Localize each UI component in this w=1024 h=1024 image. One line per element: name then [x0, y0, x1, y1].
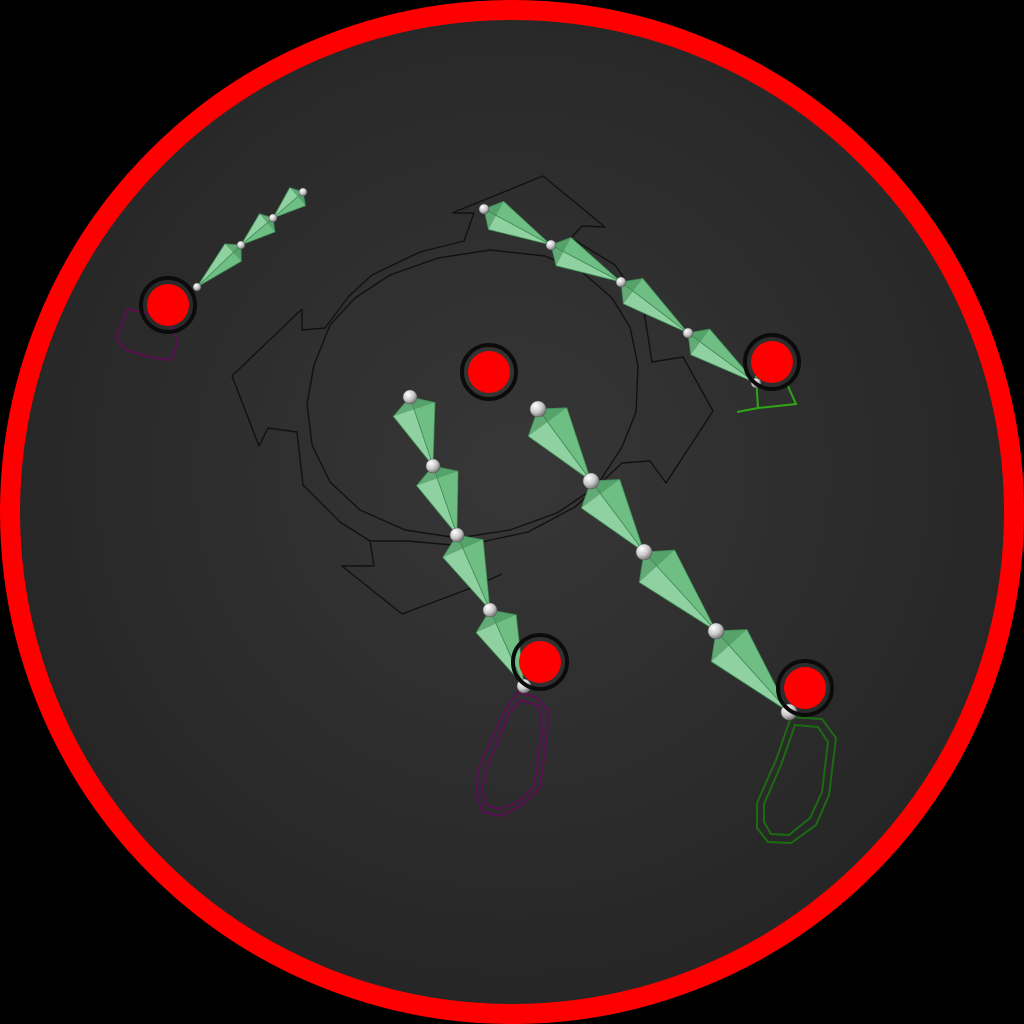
- top-arm-joint-2-sphere-icon[interactable]: [545, 239, 557, 251]
- red-dot-icon[interactable]: [784, 667, 826, 709]
- ik-handles[interactable]: [139, 276, 834, 717]
- top-arm-joint-4-sphere-icon[interactable]: [682, 327, 694, 339]
- top-arm-joint-3-sphere-icon[interactable]: [615, 276, 627, 288]
- top-arm-bone-4-base: [688, 329, 710, 355]
- left-arm-joint-4-sphere-icon[interactable]: [192, 282, 202, 292]
- mid-leg-bone-3-base: [442, 535, 484, 558]
- left-arm-joint-1-sphere-icon[interactable]: [298, 187, 308, 197]
- mid-leg-bone-2-base: [416, 466, 459, 486]
- right-foot-control-shape[interactable]: [756, 715, 838, 845]
- left-foot-control-shape[interactable]: [474, 690, 550, 818]
- handle-ring[interactable]: [776, 659, 834, 717]
- left-arm-joint-2-sphere-icon[interactable]: [268, 213, 278, 223]
- mid-leg-bone-4-base: [476, 610, 517, 633]
- center-root-handle[interactable]: [460, 343, 518, 401]
- handle-ring[interactable]: [460, 343, 518, 401]
- right-arm-ik-handle[interactable]: [743, 333, 801, 391]
- root-arrow-outline[interactable]: [231, 175, 714, 615]
- handle-ring[interactable]: [743, 333, 801, 391]
- red-dot-icon[interactable]: [519, 641, 561, 683]
- mid-leg-joint-1-sphere-icon[interactable]: [402, 389, 418, 405]
- top-arm-joint-1-sphere-icon[interactable]: [478, 203, 490, 215]
- right-leg-joint-3-sphere-icon[interactable]: [635, 543, 653, 561]
- bone-chains[interactable]: [196, 187, 790, 713]
- handle-ring[interactable]: [511, 633, 569, 691]
- left-arm-bone-3-face-a[interactable]: [196, 243, 242, 288]
- mid-leg-joint-3-sphere-icon[interactable]: [449, 527, 465, 543]
- handle-ring[interactable]: [139, 276, 197, 334]
- right-leg-joint-2-sphere-icon[interactable]: [582, 472, 600, 490]
- right-leg-ik-handle[interactable]: [776, 659, 834, 717]
- red-dot-icon[interactable]: [468, 351, 510, 393]
- mid-leg-bone-1-base: [393, 397, 436, 417]
- mid-leg-joint-2-sphere-icon[interactable]: [425, 458, 441, 474]
- top-arm-bone-2-face-a[interactable]: [550, 244, 622, 283]
- top-arm-bone-4-face-a[interactable]: [687, 332, 757, 384]
- right-leg-joint-4-sphere-icon[interactable]: [707, 622, 725, 640]
- left-arm-ik-handle[interactable]: [139, 276, 197, 334]
- left-arm-bone-2-face-a[interactable]: [240, 213, 274, 246]
- left-arm-bone-3-base: [224, 243, 242, 262]
- red-dot-icon[interactable]: [751, 341, 793, 383]
- right-leg-joint-1-sphere-icon[interactable]: [529, 400, 547, 418]
- top-arm-bone-3-base: [621, 278, 643, 304]
- left-leg-ik-handle[interactable]: [511, 633, 569, 691]
- red-dot-icon[interactable]: [147, 284, 189, 326]
- left-arm-joint-3-sphere-icon[interactable]: [236, 240, 246, 250]
- mid-leg-joint-4-sphere-icon[interactable]: [482, 602, 498, 618]
